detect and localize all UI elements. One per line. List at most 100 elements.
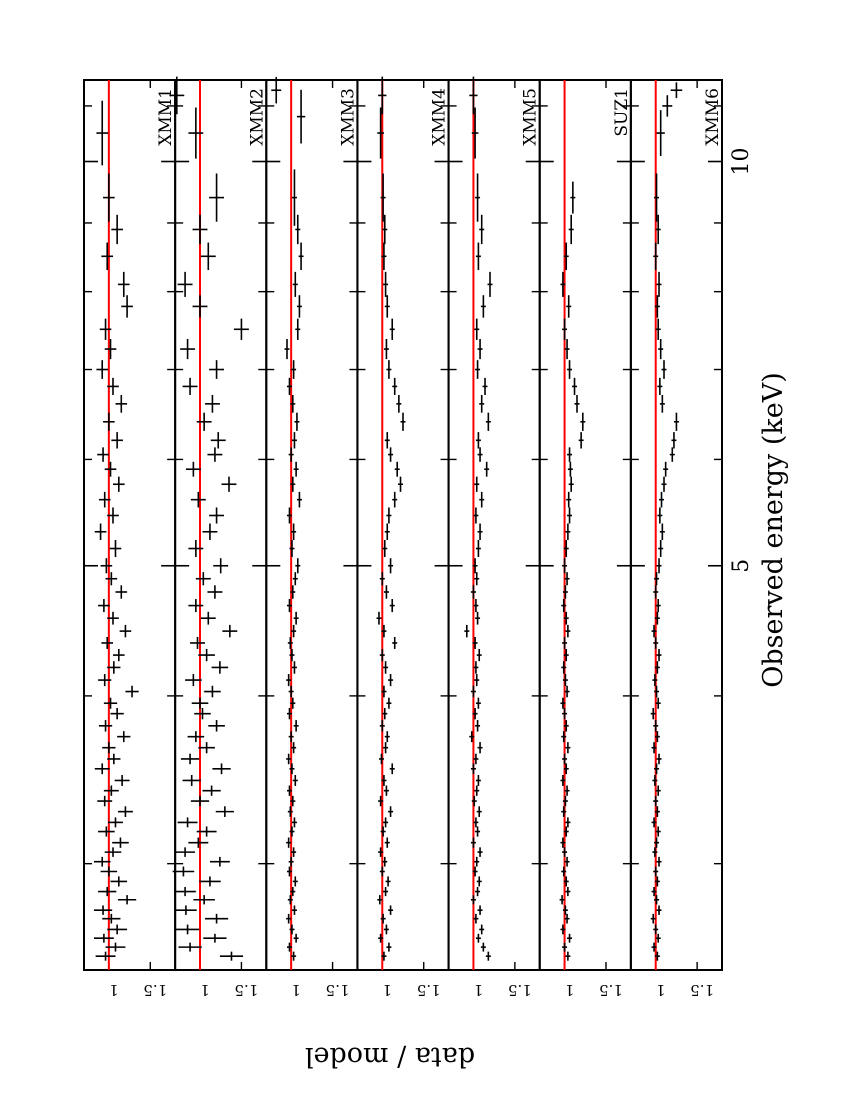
data-point xyxy=(475,242,481,271)
data-point xyxy=(654,572,660,586)
panel-frame xyxy=(629,79,723,971)
data-point xyxy=(110,708,124,720)
data-point xyxy=(114,775,130,786)
data-point xyxy=(476,648,482,662)
data-point xyxy=(384,523,390,541)
data-point xyxy=(107,753,121,765)
data-point xyxy=(388,905,394,915)
data-point xyxy=(655,785,661,796)
y-axis-label: data / model xyxy=(305,1041,475,1072)
data-point xyxy=(389,599,395,613)
data-point xyxy=(653,720,659,732)
data-point xyxy=(209,507,225,524)
data-point xyxy=(213,558,229,574)
data-point xyxy=(111,214,123,245)
data-point xyxy=(655,826,661,837)
data-point xyxy=(472,708,478,720)
panel-label: XMM4 xyxy=(430,88,450,146)
data-point xyxy=(210,432,226,449)
data-point xyxy=(293,720,299,732)
data-point xyxy=(180,753,200,765)
data-point xyxy=(565,523,571,541)
data-point xyxy=(291,905,297,915)
data-point xyxy=(562,708,568,720)
data-point xyxy=(470,585,476,599)
data-point xyxy=(659,491,664,508)
ratio-tick-label: 1.5 xyxy=(599,981,623,999)
data-point xyxy=(380,826,386,837)
data-point xyxy=(298,242,304,271)
data-point xyxy=(654,763,660,775)
data-point xyxy=(286,913,292,924)
data-point xyxy=(653,242,659,271)
data-point xyxy=(388,447,394,462)
data-point xyxy=(198,742,215,754)
data-point xyxy=(113,648,125,662)
ratio-tick-label: 1 xyxy=(383,981,393,999)
data-point xyxy=(382,540,388,558)
data-point xyxy=(470,837,476,848)
data-point xyxy=(653,924,659,935)
data-point xyxy=(376,611,382,625)
data-point xyxy=(563,826,569,837)
data-point xyxy=(94,763,110,775)
data-point xyxy=(209,856,230,867)
data-point xyxy=(101,636,113,649)
data-point xyxy=(219,951,244,961)
data-point xyxy=(169,76,185,115)
data-point xyxy=(477,905,483,915)
data-point xyxy=(476,806,482,817)
data-point xyxy=(654,876,660,887)
data-point xyxy=(289,924,295,935)
data-point xyxy=(290,395,296,413)
data-point xyxy=(567,447,573,462)
panel-label: SUZ1 xyxy=(612,88,632,137)
data-point xyxy=(470,763,476,775)
data-point xyxy=(188,599,204,613)
data-point xyxy=(654,295,660,318)
data-point xyxy=(190,795,210,807)
data-point xyxy=(651,942,657,952)
data-point xyxy=(287,895,293,905)
data-point xyxy=(658,540,664,558)
data-point xyxy=(474,318,480,340)
data-point xyxy=(563,763,569,775)
data-point xyxy=(669,447,675,462)
data-point xyxy=(473,507,479,524)
data-point xyxy=(475,432,481,449)
data-point xyxy=(473,817,479,828)
data-point xyxy=(564,785,570,796)
data-point xyxy=(386,507,392,524)
data-point xyxy=(177,817,198,828)
data-point xyxy=(565,624,571,638)
data-point xyxy=(172,866,195,877)
data-point xyxy=(477,447,483,462)
data-point xyxy=(111,432,123,449)
panel-label: XMM6 xyxy=(703,88,723,146)
data-point xyxy=(479,491,485,508)
data-point xyxy=(291,432,297,449)
data-point xyxy=(105,942,126,952)
data-point xyxy=(382,856,388,867)
data-point xyxy=(656,558,662,574)
data-point xyxy=(655,214,661,245)
data-point xyxy=(560,271,566,297)
panel-frame xyxy=(174,79,268,971)
data-point xyxy=(392,491,398,508)
data-point xyxy=(287,377,292,396)
data-point xyxy=(654,173,660,222)
data-point xyxy=(381,242,387,271)
ratio-tick-label: 1 xyxy=(656,981,666,999)
data-point xyxy=(662,95,673,117)
data-point xyxy=(296,89,306,144)
data-point xyxy=(221,476,237,492)
data-point xyxy=(479,924,485,935)
data-point xyxy=(654,806,660,817)
data-point xyxy=(107,924,128,935)
data-point xyxy=(287,708,292,720)
data-point xyxy=(380,173,386,222)
data-point xyxy=(578,432,584,449)
panel-xmm3: 1 1.5 XMM3 xyxy=(265,77,359,999)
data-point xyxy=(290,886,296,897)
data-point xyxy=(663,461,669,477)
